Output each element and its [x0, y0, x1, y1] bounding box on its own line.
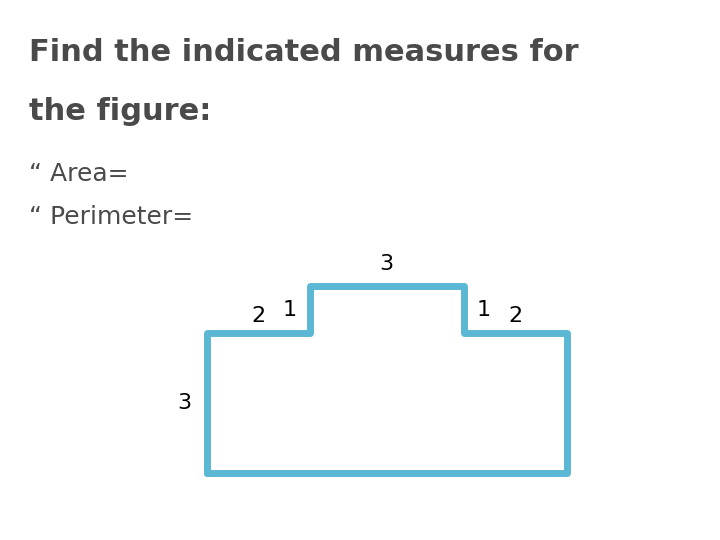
Text: 1: 1 — [283, 300, 297, 320]
Text: 3: 3 — [177, 393, 192, 413]
Text: 2: 2 — [251, 306, 265, 326]
Text: 3: 3 — [379, 254, 394, 274]
Text: 2: 2 — [508, 306, 523, 326]
Text: Find the indicated measures for: Find the indicated measures for — [29, 38, 578, 67]
Text: the figure:: the figure: — [29, 97, 211, 126]
Text: 1: 1 — [477, 300, 491, 320]
Text: “ Perimeter=: “ Perimeter= — [29, 205, 193, 229]
Polygon shape — [207, 286, 567, 474]
Text: “ Area=: “ Area= — [29, 162, 128, 186]
